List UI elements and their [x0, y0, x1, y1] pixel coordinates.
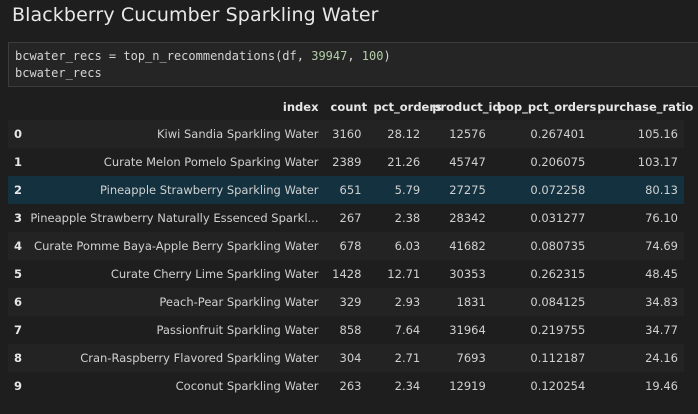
table-cell-purchase-ratio: 24.16	[645, 351, 678, 365]
row-index-cell: 6	[14, 295, 23, 309]
table-cell-purchase-ratio: 48.45	[645, 267, 678, 281]
table-cell-pop-pct-orders: 0.206075	[530, 155, 586, 169]
table-cell-index: Coconut Sparkling Water	[175, 379, 319, 393]
table-cell-pop-pct-orders: 0.084125	[530, 295, 586, 309]
table-cell-index: Peach-Pear Sparkling Water	[159, 295, 319, 309]
table-cell-purchase-ratio: 19.46	[645, 379, 678, 393]
table-cell-count: 2389	[332, 155, 362, 169]
code-text: )	[383, 49, 391, 63]
table-cell-count: 329	[339, 295, 362, 309]
row-index-cell: 5	[14, 267, 23, 281]
table-cell-pct-orders: 2.71	[394, 351, 421, 365]
table-cell-product-id: 27275	[449, 183, 486, 197]
table-row[interactable]: 5 Curate Cherry Lime Sparkling Water 1428 1…	[8, 260, 684, 288]
table-cell-product-id: 31964	[449, 323, 486, 337]
dataframe-table: index count pct_orders product_id pop_pc…	[8, 94, 694, 400]
table-cell-pop-pct-orders: 0.262315	[530, 267, 586, 281]
table-cell-pct-orders: 6.03	[394, 239, 421, 253]
table-cell-purchase-ratio: 103.17	[637, 155, 678, 169]
table-cell-count: 304	[339, 351, 362, 365]
table-row[interactable]: 2 Pineapple Strawberry Sparkling Water 651…	[8, 176, 684, 204]
table-cell-product-id: 1831	[456, 295, 486, 309]
row-index-cell: 4	[14, 239, 23, 253]
code-number: 100	[361, 49, 384, 63]
cell-output: index count pct_orders product_id pop_pc…	[8, 94, 694, 400]
table-cell-index: Passionfruit Sparkling Water	[156, 323, 319, 337]
table-cell-pop-pct-orders: 0.120254	[530, 379, 586, 393]
table-row[interactable]: 4 Curate Pomme Baya-Apple Berry Sparkling…	[8, 232, 684, 260]
table-cell-index: Cran-Raspberry Flavored Sparkling Water	[80, 351, 319, 365]
table-header-row: index count pct_orders product_id pop_pc…	[8, 94, 694, 120]
table-cell-pct-orders: 21.26	[387, 155, 421, 169]
column-header: index	[282, 100, 319, 114]
table-cell-pop-pct-orders: 0.080735	[530, 239, 586, 253]
table-cell-index: Pineapple Strawberry Sparkling Water	[99, 183, 319, 197]
table-cell-index: Kiwi Sandia Sparkling Water	[157, 127, 319, 141]
code-cell[interactable]: bcwater_recs = top_n_recommendations(df,…	[8, 42, 698, 87]
table-cell-pct-orders: 12.71	[387, 267, 421, 281]
table-cell-pop-pct-orders: 0.219755	[530, 323, 586, 337]
table-cell-count: 3160	[332, 127, 362, 141]
code-line-2: bcwater_recs	[15, 66, 102, 80]
table-row[interactable]: 6 Peach-Pear Sparkling Water 329 2.93 1831 0.…	[8, 288, 684, 316]
table-cell-count: 263	[339, 379, 362, 393]
table-cell-product-id: 12919	[449, 379, 486, 393]
table-cell-pop-pct-orders: 0.112187	[530, 351, 586, 365]
table-cell-count: 1428	[332, 267, 362, 281]
table-cell-purchase-ratio: 34.77	[645, 323, 678, 337]
table-cell-purchase-ratio: 76.10	[645, 211, 678, 225]
column-header: product_id	[432, 100, 501, 114]
table-cell-pop-pct-orders: 0.031277	[530, 211, 586, 225]
code-text: bcwater_recs = top_n_recommendations(df,	[15, 49, 312, 63]
markdown-heading: Blackberry Cucumber Sparkling Water	[12, 4, 379, 26]
column-header: pct_orders	[373, 100, 442, 114]
table-row[interactable]: 3 Pineapple Strawberry Naturally Essenced…	[8, 204, 684, 232]
table-cell-pop-pct-orders: 0.072258	[530, 183, 586, 197]
column-header: count	[330, 100, 368, 114]
row-index-cell: 1	[14, 155, 23, 169]
table-cell-product-id: 45747	[449, 155, 486, 169]
row-index-cell: 9	[14, 379, 23, 393]
row-index-cell: 3	[14, 211, 23, 225]
table-cell-product-id: 30353	[449, 267, 486, 281]
row-index-cell: 7	[14, 323, 23, 337]
table-cell-index: Pineapple Strawberry Naturally Essenced …	[30, 211, 319, 225]
table-cell-pct-orders: 5.79	[394, 183, 421, 197]
table-cell-product-id: 7693	[456, 351, 486, 365]
column-header: pop_pct_orders	[497, 100, 597, 114]
table-cell-pct-orders: 2.34	[394, 379, 421, 393]
table-cell-count: 651	[339, 183, 362, 197]
table-cell-purchase-ratio: 105.16	[637, 127, 678, 141]
table-cell-purchase-ratio: 34.83	[645, 295, 678, 309]
code-text: ,	[347, 49, 362, 63]
table-cell-count: 267	[339, 211, 362, 225]
table-row[interactable]: 9 Coconut Sparkling Water 263 2.34 12919 0.12…	[8, 372, 684, 400]
table-cell-index: Curate Melon Pomelo Sparking Water	[103, 155, 319, 169]
table-cell-pct-orders: 2.38	[394, 211, 421, 225]
table-cell-count: 858	[339, 323, 362, 337]
table-row[interactable]: 7 Passionfruit Sparkling Water 858 7.64 3196…	[8, 316, 684, 344]
row-index-cell: 2	[14, 183, 23, 197]
table-cell-purchase-ratio: 80.13	[645, 183, 678, 197]
table-cell-product-id: 41682	[449, 239, 486, 253]
column-header: purchase_ratio	[597, 100, 694, 114]
table-cell-index: Curate Pomme Baya-Apple Berry Sparkling …	[34, 239, 319, 253]
table-cell-count: 678	[339, 239, 362, 253]
code-number: 39947	[311, 49, 348, 63]
row-index-cell: 0	[14, 127, 23, 141]
column-header	[8, 94, 24, 120]
code-line-1: bcwater_recs = top_n_recommendations(df,…	[15, 48, 692, 65]
table-cell-pct-orders: 28.12	[387, 127, 421, 141]
table-cell-pct-orders: 7.64	[394, 323, 421, 337]
table-row[interactable]: 1 Curate Melon Pomelo Sparking Water 2389 2…	[8, 148, 684, 176]
table-cell-index: Curate Cherry Lime Sparkling Water	[110, 267, 319, 281]
table-cell-pct-orders: 2.93	[394, 295, 421, 309]
table-cell-product-id: 28342	[449, 211, 486, 225]
table-row[interactable]: 8 Cran-Raspberry Flavored Sparkling Water…	[8, 344, 684, 372]
table-row[interactable]: 0 Kiwi Sandia Sparkling Water 3160 28.12 125…	[8, 120, 684, 148]
table-cell-pop-pct-orders: 0.267401	[530, 127, 586, 141]
table-cell-product-id: 12576	[449, 127, 486, 141]
row-index-cell: 8	[14, 351, 23, 365]
table-cell-purchase-ratio: 74.69	[645, 239, 678, 253]
